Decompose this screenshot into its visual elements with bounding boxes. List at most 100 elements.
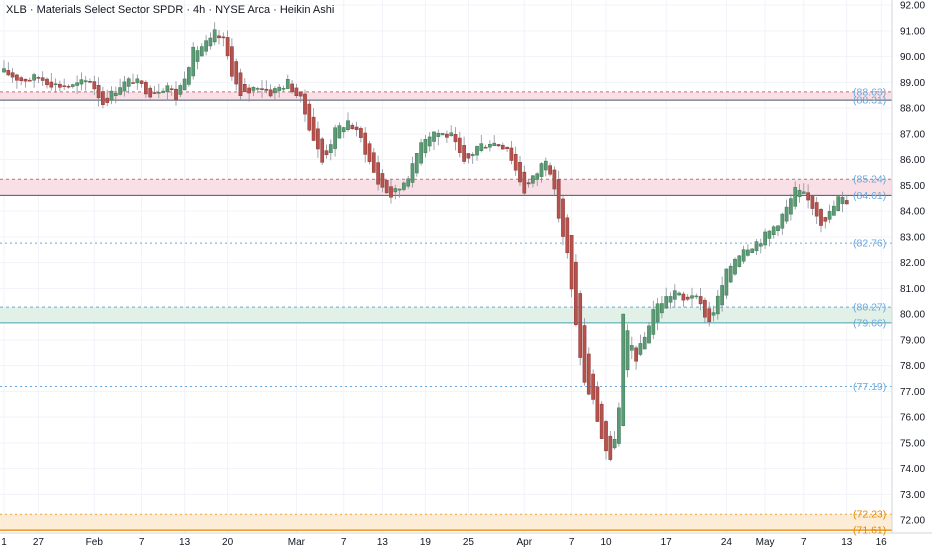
- candle-body: [599, 403, 604, 439]
- candle-body: [212, 29, 217, 43]
- level-label: (80.27): [853, 302, 886, 314]
- time-tick-label: 10: [600, 537, 612, 548]
- time-tick-label: 1: [1, 537, 7, 548]
- candle-body: [440, 133, 445, 136]
- candle-body: [148, 87, 153, 98]
- candle-body: [45, 78, 49, 86]
- candle-body: [53, 83, 58, 86]
- candle-body: [720, 285, 724, 306]
- candle-body: [393, 188, 398, 193]
- candle-body: [320, 138, 325, 163]
- price-tick-label: 80.00: [900, 310, 925, 321]
- candle-body: [230, 46, 234, 77]
- candle-body: [298, 91, 303, 97]
- time-tick-label: 25: [463, 537, 475, 548]
- candle-body: [707, 308, 712, 323]
- candle-body: [380, 173, 385, 188]
- candle-body: [518, 161, 522, 183]
- candle-body: [543, 160, 548, 171]
- chart-title: XLB · Materials Select Sector SPDR · 4h …: [6, 4, 335, 16]
- candle-body: [741, 249, 746, 262]
- candle-body: [814, 202, 819, 217]
- candle-body: [410, 163, 415, 183]
- candle-body: [664, 296, 669, 309]
- time-tick-label: 7: [569, 537, 575, 548]
- candle-body: [307, 103, 312, 131]
- candle-body: [539, 163, 544, 177]
- candle-body: [27, 79, 32, 82]
- price-tick-label: 88.00: [900, 104, 925, 115]
- candle-body: [139, 80, 144, 84]
- candle-body: [199, 46, 204, 57]
- time-tick-label: Apr: [517, 537, 533, 548]
- level-label: (79.66): [853, 317, 886, 329]
- candle-body: [548, 165, 552, 175]
- candle-body: [311, 116, 316, 141]
- candle-body: [531, 175, 535, 184]
- time-tick-label: 16: [876, 537, 888, 548]
- candle-body: [316, 128, 320, 150]
- candle-body: [260, 88, 264, 90]
- candle-body: [187, 67, 191, 85]
- candle-body: [513, 153, 518, 171]
- candle-body: [526, 182, 531, 185]
- candle-body: [371, 152, 376, 173]
- price-tick-label: 82.00: [900, 258, 925, 269]
- candle-body: [574, 261, 578, 326]
- candle-body: [694, 295, 699, 298]
- candle-body: [406, 178, 411, 187]
- candle-body: [475, 146, 479, 156]
- candle-body: [767, 230, 772, 239]
- candle-body: [389, 186, 393, 198]
- candle-body: [135, 78, 140, 84]
- candle-body: [810, 196, 815, 209]
- candle-body: [754, 241, 759, 252]
- price-tick-label: 86.00: [900, 155, 925, 166]
- level-label: (88.63): [853, 86, 886, 98]
- candle-body: [122, 81, 127, 92]
- candle-body: [449, 132, 454, 136]
- candle-body: [647, 325, 651, 344]
- zone-red: [0, 91, 892, 101]
- price-tick-label: 83.00: [900, 232, 925, 243]
- candle-body: [333, 127, 337, 149]
- candle-body: [419, 142, 423, 164]
- candle-body: [242, 84, 247, 92]
- candle-body: [88, 80, 92, 83]
- candle-body: [144, 81, 148, 95]
- candle-body: [79, 79, 84, 85]
- time-axis: 1 27 Feb 7 13 20 Mar 7 13 19 25 Apr 7 10 17 24 May 7 13 16: [1, 537, 887, 548]
- level-label: (71.61): [853, 525, 886, 537]
- candle-body: [225, 37, 230, 57]
- candle-body: [758, 243, 763, 247]
- price-tick-label: 74.00: [900, 464, 925, 475]
- time-tick-label: 7: [801, 537, 807, 548]
- price-tick-label: 85.00: [900, 181, 925, 192]
- candle-body: [492, 142, 497, 146]
- candle-body: [6, 70, 11, 76]
- candle-body: [32, 74, 36, 81]
- level-label: (85.24): [853, 174, 886, 186]
- candle-body: [161, 90, 165, 93]
- candle-body: [277, 86, 282, 91]
- time-tick-label: 13: [179, 537, 191, 548]
- candle-body: [505, 146, 509, 150]
- candle-body: [737, 255, 742, 267]
- candle-body: [281, 88, 286, 90]
- time-tick-label: Mar: [288, 537, 306, 548]
- candle-body: [836, 196, 841, 211]
- candle-body: [423, 138, 428, 154]
- candle-body: [101, 91, 105, 105]
- candle-body: [608, 435, 613, 460]
- candle-body: [660, 303, 664, 314]
- candle-body: [617, 407, 621, 444]
- candle-body: [625, 330, 630, 371]
- price-tick-label: 90.00: [900, 52, 925, 63]
- candle-body: [832, 205, 836, 216]
- candle-body: [827, 211, 832, 220]
- candle-body: [247, 87, 251, 94]
- candle-body: [677, 292, 681, 296]
- candle-body: [806, 192, 810, 201]
- candle-body: [771, 226, 776, 235]
